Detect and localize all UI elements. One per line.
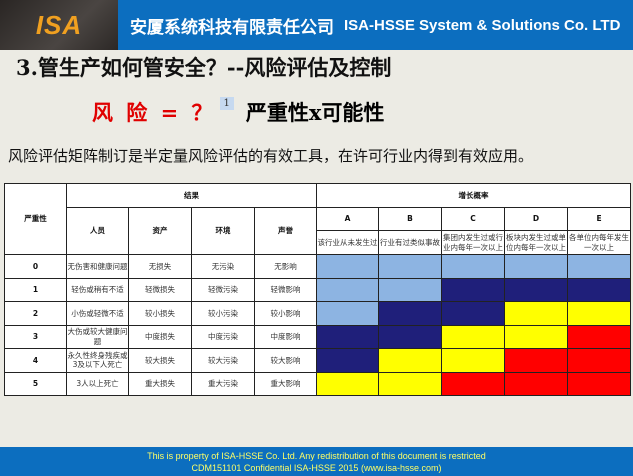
- risk-cell: [504, 277, 568, 302]
- consequence-cell: 中度污染: [191, 324, 255, 349]
- severity-level: 0: [4, 254, 67, 279]
- consequence-cell: 中度影响: [254, 324, 317, 349]
- matrix-row: 3 大伤或较大健康问题 中度损失 中度污染 中度影响: [4, 324, 632, 349]
- risk-cell: [441, 301, 505, 326]
- risk-cell: [316, 324, 379, 349]
- risk-cell: [566, 254, 632, 279]
- risk-cell: [378, 254, 442, 279]
- risk-cell: [441, 324, 505, 349]
- footnote-marker: 1: [219, 97, 234, 110]
- risk-matrix: 严重性 结果 增长概率 人员 资产 环境 声誉 A B C D E 该行业从未发…: [4, 183, 632, 396]
- consequence-cell: 轻微污染: [191, 277, 255, 302]
- risk-cell: [441, 254, 505, 279]
- consequence-cell: 较小污染: [191, 301, 255, 326]
- company-name-cn: 安厦系统科技有限责任公司: [130, 17, 334, 37]
- slide-header: ISA 安厦系统科技有限责任公司 ISA-HSSE System & Solut…: [0, 0, 633, 50]
- risk-cell: [441, 371, 505, 396]
- risk-cell: [378, 348, 442, 373]
- matrix-row: 0 无伤害和健康问题 无损失 无污染 无影响: [4, 254, 632, 279]
- matrix-row: 1 轻伤或稍有不适 轻微损失 轻微污染 轻微影响: [4, 277, 632, 302]
- consequence-cell: 较大污染: [191, 348, 255, 373]
- company-banner: 安厦系统科技有限责任公司 ISA-HSSE System & Solutions…: [118, 0, 633, 50]
- risk-cell: [316, 254, 379, 279]
- risk-cell: [566, 301, 632, 326]
- risk-cell: [378, 301, 442, 326]
- consequence-cell: 永久性终身残疾或3及以下人死亡: [66, 348, 129, 373]
- prob-code: D: [504, 207, 568, 231]
- severity-level: 3: [4, 324, 67, 349]
- company-name-en: ISA-HSSE System & Solutions Co. LTD: [344, 16, 621, 34]
- prob-desc: 板块内发生过或单位内每年一次以上: [504, 230, 568, 255]
- risk-cell: [566, 371, 632, 396]
- consequence-cell: 轻微损失: [128, 277, 192, 302]
- risk-cell: [378, 277, 442, 302]
- consequence-cell: 较大损失: [128, 348, 192, 373]
- description: 风险评估矩阵制订是半定量风险评估的有效工具，在许可行业内得到有效应用。: [8, 147, 534, 165]
- formula-right: 严重性x可能性: [245, 100, 385, 125]
- footer-line1: This is property of ISA-HSSE Co. Ltd. An…: [147, 451, 486, 461]
- matrix-row: 2 小伤或轻微不适 较小损失 较小污染 较小影响: [4, 301, 632, 326]
- consequence-cell: 中度损失: [128, 324, 192, 349]
- prob-code: A: [316, 207, 379, 231]
- risk-cell: [504, 348, 568, 373]
- consequence-cell: 较小损失: [128, 301, 192, 326]
- prob-desc: 各单位内每年发生一次以上: [566, 230, 632, 255]
- consequence-cell: 重大影响: [254, 371, 317, 396]
- probability-header: 增长概率: [315, 183, 632, 208]
- consequence-cell: 较大影响: [254, 348, 317, 373]
- consequence-cell: 无损失: [128, 254, 192, 279]
- risk-cell: [441, 348, 505, 373]
- matrix-row: 4 永久性终身残疾或3及以下人死亡 较大损失 较大污染 较大影响: [4, 348, 632, 373]
- footer: This is property of ISA-HSSE Co. Ltd. An…: [0, 447, 633, 476]
- risk-cell: [504, 371, 568, 396]
- severity-level: 2: [4, 301, 67, 326]
- col-people: 人员: [66, 207, 129, 255]
- consequence-cell: 较小影响: [254, 301, 317, 326]
- prob-code: E: [566, 207, 632, 231]
- risk-cell: [378, 324, 442, 349]
- isa-logo: ISA: [0, 0, 118, 50]
- prob-desc: 集团内发生过或行业内每年一次以上: [441, 230, 505, 255]
- risk-cell: [566, 348, 632, 373]
- severity-header: 严重性: [4, 183, 67, 255]
- risk-cell: [566, 277, 632, 302]
- slide-title: 3.管生产如何管安全？--风险评估及控制: [16, 55, 392, 80]
- risk-formula: 风 险 = ？ 1 严重性x可能性: [92, 97, 384, 127]
- footer-line2: CDM151101 Confidential ISA-HSSE 2015 (ww…: [191, 463, 442, 473]
- severity-level: 4: [4, 348, 67, 373]
- risk-cell: [504, 254, 568, 279]
- prob-desc: 行业有过类似事故: [378, 230, 442, 255]
- consequence-header: 结果: [66, 183, 317, 208]
- consequence-cell: 轻伤或稍有不适: [66, 277, 129, 302]
- risk-cell: [378, 371, 442, 396]
- col-reputation: 声誉: [254, 207, 317, 255]
- severity-level: 5: [4, 371, 67, 396]
- prob-code: B: [378, 207, 442, 231]
- risk-cell: [316, 348, 379, 373]
- consequence-cell: 无伤害和健康问题: [66, 254, 129, 279]
- risk-cell: [566, 324, 632, 349]
- consequence-cell: 轻微影响: [254, 277, 317, 302]
- consequence-cell: 大伤或较大健康问题: [66, 324, 129, 349]
- severity-level: 1: [4, 277, 67, 302]
- matrix-row: 5 3人以上死亡 重大损失 重大污染 重大影响: [4, 371, 632, 396]
- consequence-cell: 重大污染: [191, 371, 255, 396]
- prob-code: C: [441, 207, 505, 231]
- consequence-cell: 无影响: [254, 254, 317, 279]
- risk-cell: [441, 277, 505, 302]
- formula-left: 风 险 = ？: [92, 100, 216, 125]
- risk-cell: [316, 277, 379, 302]
- consequence-cell: 无污染: [191, 254, 255, 279]
- risk-cell: [316, 371, 379, 396]
- consequence-cell: 3人以上死亡: [66, 371, 129, 396]
- consequence-cell: 小伤或轻微不适: [66, 301, 129, 326]
- col-environment: 环境: [191, 207, 255, 255]
- prob-desc: 该行业从未发生过: [316, 230, 379, 255]
- risk-cell: [504, 324, 568, 349]
- col-assets: 资产: [128, 207, 192, 255]
- consequence-cell: 重大损失: [128, 371, 192, 396]
- risk-cell: [316, 301, 379, 326]
- risk-cell: [504, 301, 568, 326]
